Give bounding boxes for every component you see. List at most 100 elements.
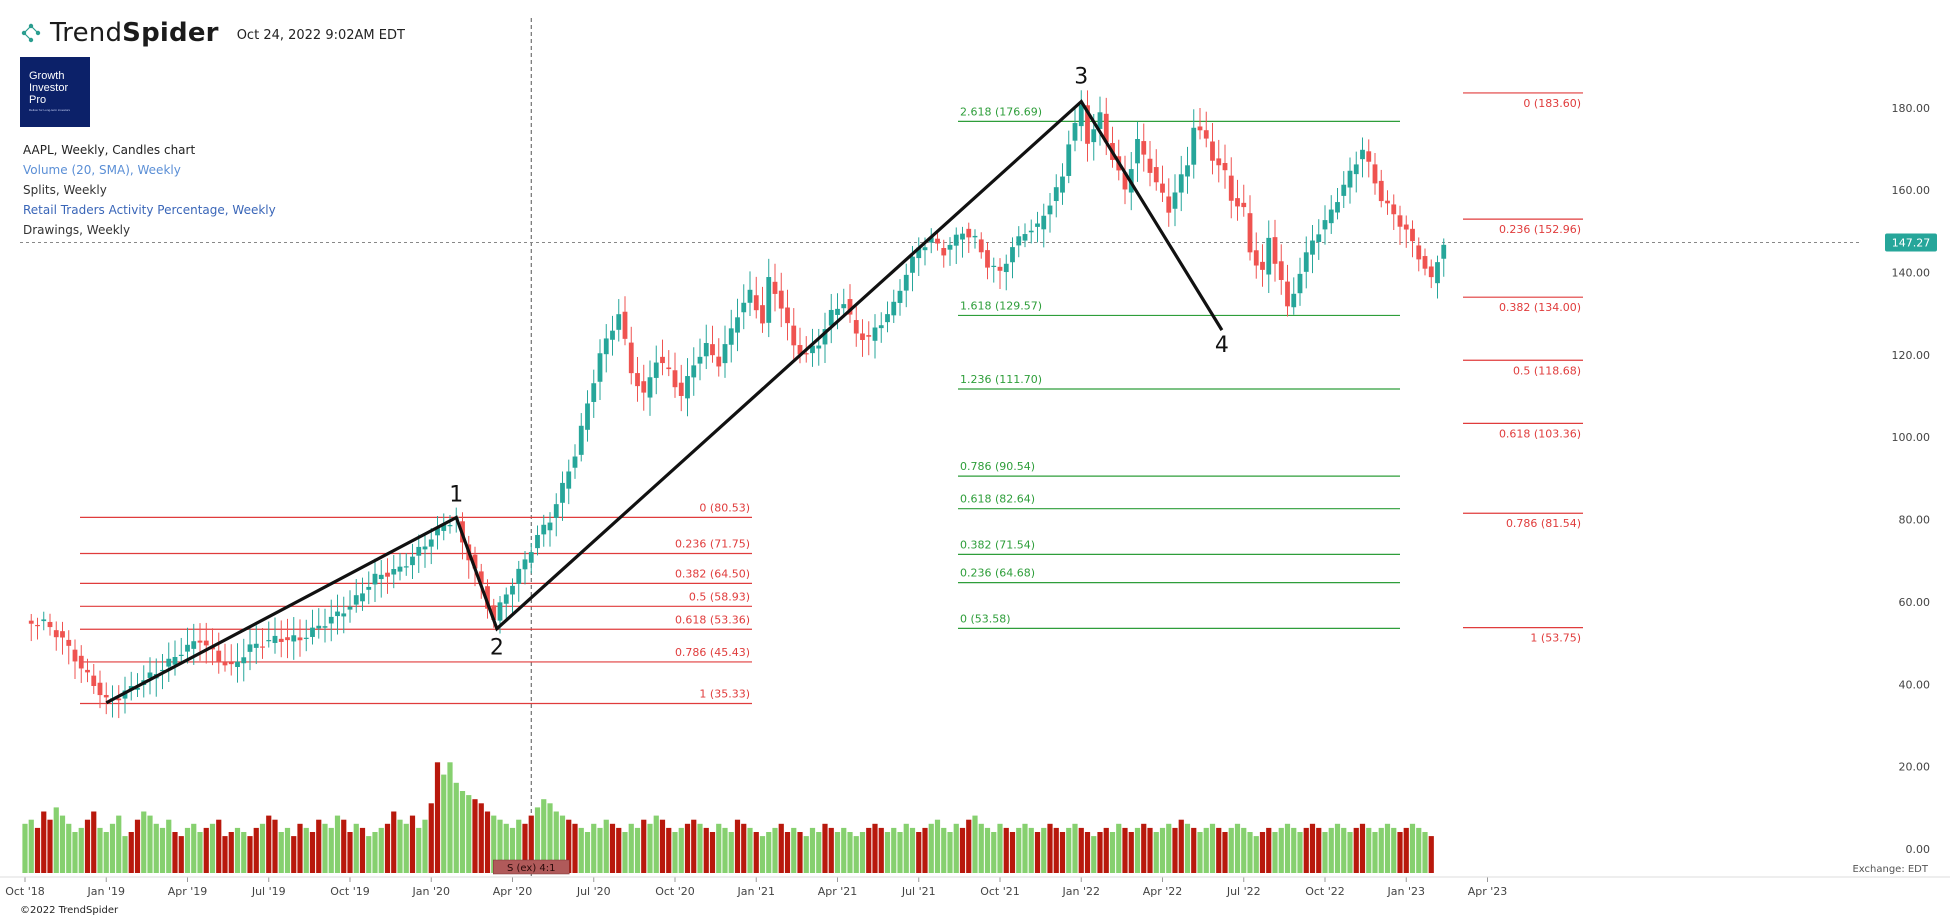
x-tick-label: Apr '22 [1143,885,1183,898]
last-price-badge [1885,233,1937,252]
legend-item-drawings[interactable]: Drawings, Weekly [23,223,131,237]
x-tick-label: Apr '19 [168,885,208,898]
candle-body [291,635,297,642]
candle-body [103,694,109,698]
volume-bar [703,827,709,873]
fib1-level-label: 0.786 (45.43) [675,646,750,659]
candle-body [1053,187,1059,202]
candle-body [741,302,747,313]
volume-bar [434,762,441,873]
volume-bar [622,832,628,873]
wave-label-4: 4 [1215,333,1229,358]
volume-bar [884,832,891,873]
candle-body [216,650,222,663]
volume-bar [259,823,266,873]
candle-body [1297,273,1303,294]
fib-ext-level-label: 0.618 (82.64) [960,493,1035,506]
volume-bar [297,823,303,873]
fib-ext-level-label: 1.618 (129.57) [960,299,1042,312]
candle-body [960,233,965,240]
candle-body [1141,141,1147,155]
volume-bar [472,799,478,873]
volume-bar [309,832,316,873]
volume-bar [22,823,28,873]
volume-bar [378,827,384,873]
candle-body [791,325,797,346]
volume-bar [359,827,366,873]
candle-body [1222,162,1228,171]
candle-body [28,620,34,624]
volume-bar [1047,823,1053,873]
candle-body [535,534,540,549]
candle-body [1247,213,1253,253]
volume-bar [1428,836,1434,873]
volume-bar [1084,832,1091,873]
fib1-level-label: 1 (35.33) [699,688,750,701]
candle-body [603,338,609,355]
volume-bar [428,803,434,873]
volume-bar [384,823,391,873]
volume-bar [134,819,141,873]
candle-body [360,593,365,602]
candle-body [1397,215,1403,227]
volume-bar [1053,827,1059,873]
candle-body [60,631,65,638]
volume-bar [59,815,66,873]
candle-body [1072,123,1078,141]
volume-bar [372,832,378,873]
fibonacci-drawings[interactable]: 0 (80.53) 0.236 (71.75) 0.382 (64.50) 0.5 (… [80,92,1583,705]
volume-bar [241,832,247,873]
legend-item-splits[interactable]: Splits, Weekly [23,183,107,197]
candle-body [1241,202,1247,208]
candle-body [1097,112,1103,129]
legend-item-retail-traders[interactable]: Retail Traders Activity Percentage, Week… [23,203,276,217]
volume-bar [553,811,559,873]
logo-line-3: Pro [29,94,47,106]
candle-body [978,239,984,253]
candle-body [1028,230,1034,233]
volume-bar [116,815,122,873]
volume-bar [322,823,328,873]
candle-body [985,250,990,268]
volume-bar [659,819,666,873]
candle-body [1197,126,1203,131]
volume-bar [653,815,659,873]
candle-body [78,655,84,669]
volume-bar [303,827,309,873]
volume-bar [166,819,172,873]
volume-bar [609,823,616,873]
volume-bar [909,827,916,873]
volume-bar [409,815,416,873]
volume-bar [709,832,716,873]
wave-label-1: 1 [449,483,463,508]
elliott-wave-drawing[interactable]: 1 2 3 4 [105,65,1229,705]
candle-body [866,335,872,337]
candle-body [666,367,672,370]
volume-bar [159,827,166,873]
volume-bar [1372,832,1378,873]
volume-bar [341,819,347,873]
candle-body [1385,200,1390,204]
chart-timestamp: Oct 24, 2022 9:02AM EDT [236,27,405,43]
x-tick-label: Apr '20 [493,885,533,898]
volume-bar [34,827,41,873]
candle-body [116,698,122,701]
volume-bar [684,823,691,873]
candle-body [585,403,590,430]
candle-body [97,682,103,696]
candle-body [1378,180,1384,202]
elliott-wave-path [105,99,1224,705]
volume-bar [784,832,791,873]
legend-item-candles[interactable]: AAPL, Weekly, Candles chart [23,143,196,157]
volume-bar [941,827,947,873]
volume-bar [572,823,578,873]
volume-bar [1253,836,1259,873]
candle-body [378,574,384,580]
volume-bar [1116,823,1122,873]
legend-item-volume[interactable]: Volume (20, SMA), Weekly [23,163,181,177]
volume-bar [1409,823,1416,873]
candle-body [310,627,315,637]
volume-bar [1209,823,1216,873]
volume-bar [1016,827,1022,873]
